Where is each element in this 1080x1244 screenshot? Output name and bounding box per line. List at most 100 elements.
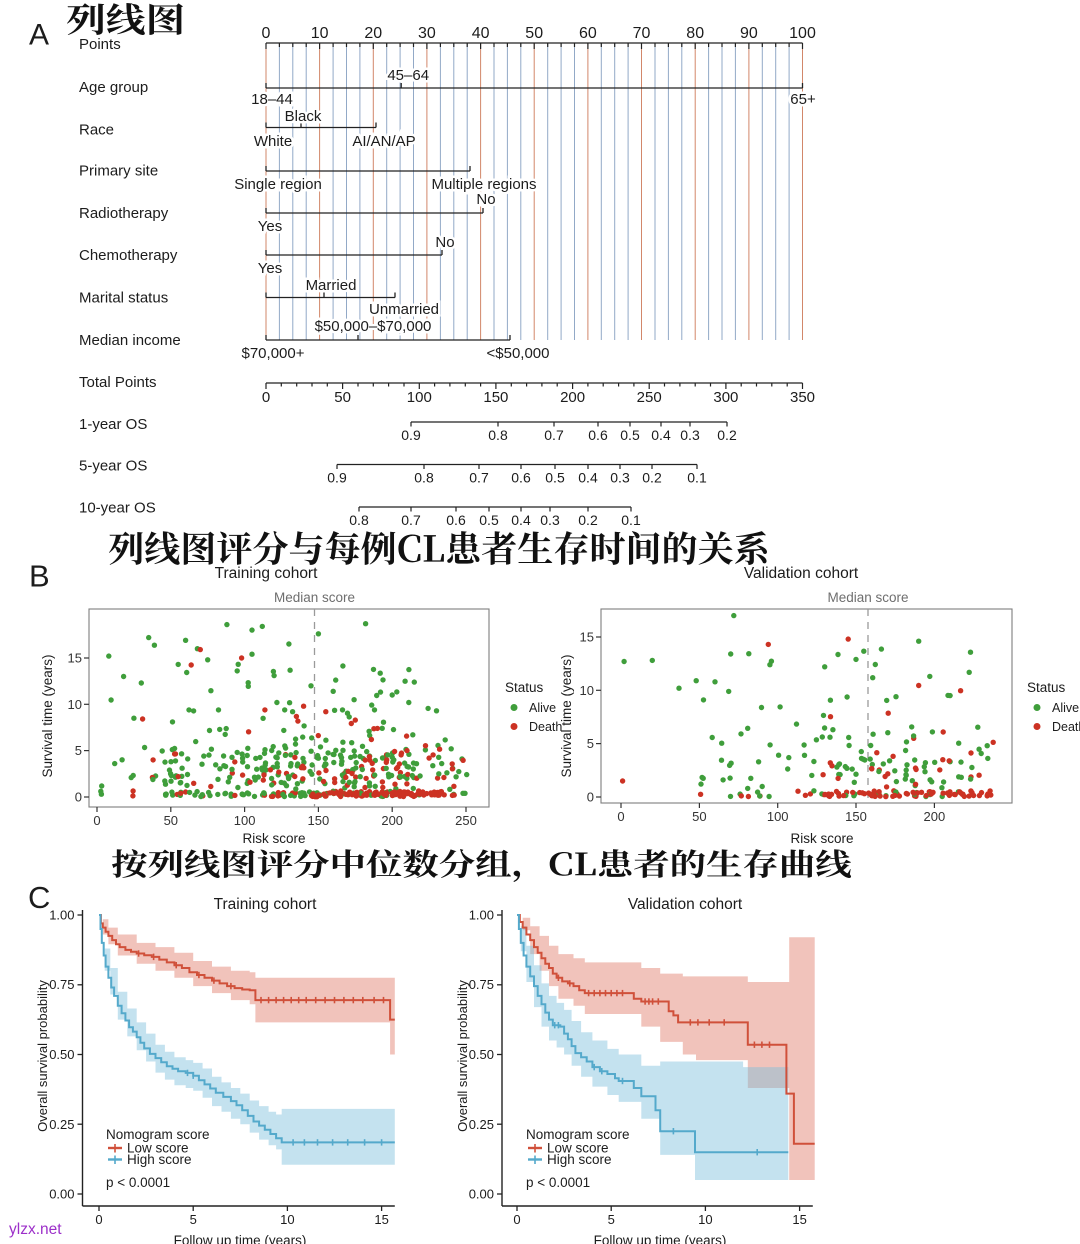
svg-text:200: 200 — [381, 813, 403, 828]
svg-text:65+: 65+ — [790, 91, 816, 108]
svg-text:300: 300 — [713, 389, 738, 406]
svg-text:350: 350 — [790, 389, 815, 406]
svg-text:0.7: 0.7 — [401, 512, 421, 528]
svg-text:Overall survival probability: Overall survival probability — [455, 980, 470, 1132]
svg-text:0: 0 — [587, 790, 594, 805]
svg-text:Follow up time (years): Follow up time (years) — [594, 1233, 727, 1244]
svg-text:Alive: Alive — [529, 701, 556, 715]
svg-text:200: 200 — [924, 809, 946, 824]
svg-text:0.5: 0.5 — [545, 470, 565, 486]
svg-text:Low score: Low score — [127, 1141, 189, 1156]
svg-text:Risk score: Risk score — [242, 831, 305, 846]
svg-text:250: 250 — [455, 813, 477, 828]
svg-text:Race: Race — [79, 122, 114, 139]
svg-text:0.00: 0.00 — [49, 1187, 74, 1202]
svg-text:5-year OS: 5-year OS — [79, 458, 147, 475]
svg-text:High score: High score — [127, 1152, 192, 1167]
svg-text:0.5: 0.5 — [620, 427, 640, 443]
svg-text:p < 0.0001: p < 0.0001 — [526, 1175, 590, 1190]
svg-text:5: 5 — [190, 1212, 197, 1227]
svg-text:0: 0 — [262, 389, 270, 406]
svg-text:Survival time (years): Survival time (years) — [559, 654, 574, 777]
svg-text:45–64: 45–64 — [387, 67, 429, 84]
svg-text:1-year OS: 1-year OS — [79, 416, 147, 433]
svg-text:AI/AN/AP: AI/AN/AP — [352, 133, 415, 150]
svg-text:100: 100 — [407, 389, 432, 406]
svg-text:15: 15 — [374, 1212, 388, 1227]
svg-text:<$50,000: <$50,000 — [487, 345, 550, 362]
svg-text:0.75: 0.75 — [469, 977, 494, 992]
svg-text:18–44: 18–44 — [251, 91, 293, 108]
svg-text:Married: Married — [306, 277, 357, 294]
svg-text:15: 15 — [68, 651, 82, 666]
svg-text:White: White — [254, 133, 292, 150]
svg-text:Overall survival probability: Overall survival probability — [35, 980, 50, 1132]
svg-text:0.00: 0.00 — [469, 1187, 494, 1202]
svg-text:Points: Points — [79, 36, 121, 53]
svg-text:5: 5 — [608, 1212, 615, 1227]
svg-text:0: 0 — [513, 1212, 520, 1227]
svg-text:Multiple regions: Multiple regions — [431, 176, 536, 193]
svg-text:0: 0 — [93, 813, 100, 828]
svg-text:10: 10 — [698, 1212, 712, 1227]
svg-text:Age group: Age group — [79, 79, 148, 96]
svg-text:5: 5 — [75, 743, 82, 758]
svg-text:Death: Death — [529, 720, 562, 734]
svg-text:10: 10 — [68, 697, 82, 712]
svg-text:Single region: Single region — [234, 176, 322, 193]
svg-text:1.00: 1.00 — [469, 908, 494, 923]
svg-text:0: 0 — [262, 25, 271, 42]
svg-text:50: 50 — [692, 809, 706, 824]
svg-text:0.7: 0.7 — [469, 470, 489, 486]
svg-text:Alive: Alive — [1052, 701, 1079, 715]
svg-text:10-year OS: 10-year OS — [79, 500, 156, 517]
svg-text:150: 150 — [308, 813, 330, 828]
svg-text:0: 0 — [95, 1212, 102, 1227]
svg-text:0.7: 0.7 — [544, 427, 564, 443]
svg-text:0: 0 — [617, 809, 624, 824]
svg-text:Validation cohort: Validation cohort — [628, 896, 743, 913]
svg-text:5: 5 — [587, 736, 594, 751]
svg-text:Unmarried: Unmarried — [369, 301, 439, 318]
svg-text:0.50: 0.50 — [469, 1047, 494, 1062]
svg-text:Yes: Yes — [258, 218, 282, 235]
svg-text:High score: High score — [547, 1152, 612, 1167]
svg-text:0.2: 0.2 — [642, 470, 662, 486]
svg-text:Status: Status — [1027, 680, 1066, 695]
svg-text:0.6: 0.6 — [588, 427, 608, 443]
svg-text:Total Points: Total Points — [79, 374, 157, 391]
svg-text:Black: Black — [285, 108, 322, 125]
svg-text:0.1: 0.1 — [621, 512, 641, 528]
svg-text:20: 20 — [364, 25, 382, 42]
svg-text:100: 100 — [789, 25, 816, 42]
svg-text:0.4: 0.4 — [651, 427, 671, 443]
svg-text:0.1: 0.1 — [687, 470, 707, 486]
svg-text:15: 15 — [580, 630, 594, 645]
svg-text:70: 70 — [633, 25, 651, 42]
svg-text:Survival time (years): Survival time (years) — [40, 654, 55, 777]
svg-text:50: 50 — [164, 813, 178, 828]
svg-text:40: 40 — [472, 25, 490, 42]
svg-text:0.2: 0.2 — [717, 427, 737, 443]
svg-text:0.25: 0.25 — [49, 1117, 74, 1132]
svg-text:100: 100 — [234, 813, 256, 828]
svg-text:0.8: 0.8 — [349, 512, 369, 528]
svg-text:$70,000+: $70,000+ — [242, 345, 305, 362]
svg-text:A: A — [29, 19, 49, 52]
svg-text:Median income: Median income — [79, 332, 181, 349]
svg-text:0.25: 0.25 — [469, 1117, 494, 1132]
svg-text:B: B — [29, 559, 50, 594]
svg-text:Risk score: Risk score — [790, 831, 853, 846]
svg-text:0.50: 0.50 — [49, 1047, 74, 1062]
svg-text:0.9: 0.9 — [327, 470, 347, 486]
svg-text:90: 90 — [740, 25, 758, 42]
svg-text:0.75: 0.75 — [49, 977, 74, 992]
svg-text:0.6: 0.6 — [446, 512, 466, 528]
svg-text:0.4: 0.4 — [511, 512, 531, 528]
svg-text:Low score: Low score — [547, 1141, 609, 1156]
svg-text:150: 150 — [483, 389, 508, 406]
svg-text:200: 200 — [560, 389, 585, 406]
svg-text:Median score: Median score — [827, 590, 908, 605]
svg-text:150: 150 — [845, 809, 867, 824]
svg-text:0.3: 0.3 — [610, 470, 630, 486]
